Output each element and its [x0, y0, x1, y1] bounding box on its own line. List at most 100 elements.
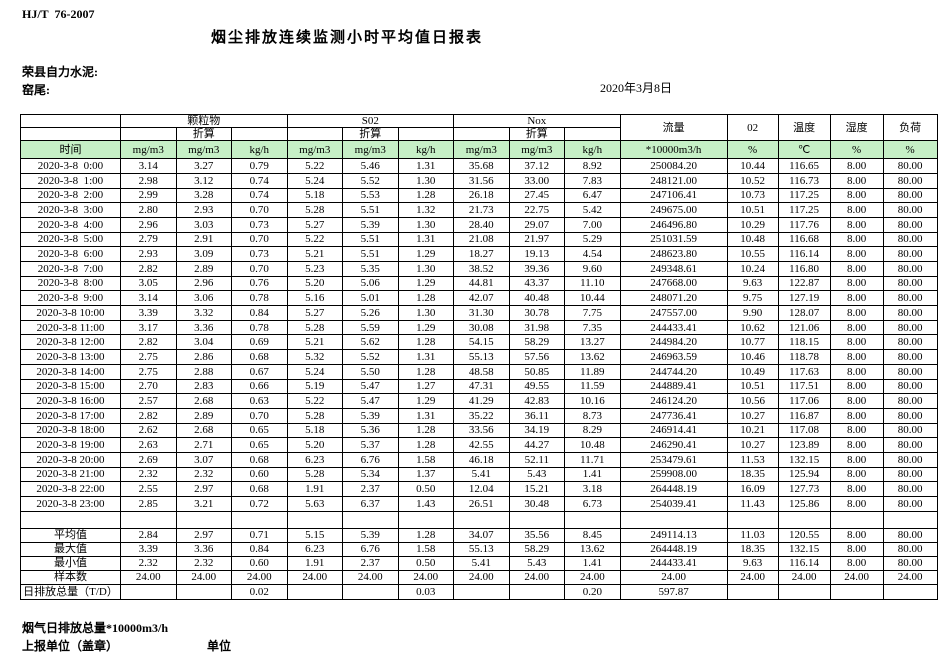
- summary-value-cell: 9.63: [726, 555, 779, 571]
- value-cell: 1.29: [397, 246, 455, 262]
- value-cell: 8.00: [829, 496, 884, 512]
- value-cell: 54.15: [453, 334, 510, 351]
- value-cell: 3.04: [175, 334, 232, 351]
- value-cell: 5.20: [286, 437, 344, 453]
- reporting-unit-label: 上报单位（盖章）: [22, 639, 119, 653]
- value-cell: 8.00: [829, 246, 884, 262]
- time-cell: 2020-3-8 6:00: [20, 246, 121, 262]
- value-cell: 253479.61: [619, 451, 728, 468]
- table-row: 2020-3-8 14:00 2.75 2.88 0.67 5.24 5.50 1.28 48…: [20, 363, 938, 380]
- table-row: 2020-3-8 8:00 3.05 2.96 0.76 5.20 5.06 1.29 44.…: [20, 275, 938, 292]
- standard-code: HJ/T 76-2007: [22, 7, 95, 21]
- spacer-cell: [564, 510, 621, 529]
- value-cell: 26.51: [453, 496, 510, 512]
- value-cell: 6.47: [564, 187, 621, 204]
- header-empty-cell: [20, 127, 121, 142]
- unit-cell: mg/m3: [175, 140, 232, 160]
- value-cell: 0.68: [231, 451, 288, 468]
- time-cell: 2020-3-8 1:00: [20, 172, 121, 189]
- value-cell: 5.37: [342, 437, 399, 453]
- summary-value-cell: 13.62: [564, 541, 621, 557]
- value-cell: 80.00: [882, 378, 938, 395]
- table-row: 2020-3-8 9:00 3.14 3.06 0.78 5.16 5.01 1.28 42.…: [20, 290, 938, 307]
- summary-value-cell: 5.15: [286, 527, 344, 543]
- value-cell: 5.16: [286, 290, 344, 307]
- value-cell: 55.13: [453, 349, 510, 365]
- value-cell: 8.92: [564, 158, 621, 174]
- value-cell: 5.42: [564, 202, 621, 218]
- header-empty-cell: [120, 127, 177, 142]
- value-cell: 116.73: [777, 172, 831, 189]
- spacer-cell: [508, 510, 566, 529]
- header-nox-converted: 折算: [508, 127, 566, 142]
- summary-value-cell: 6.76: [342, 541, 399, 557]
- spacer-cell: [120, 510, 177, 529]
- value-cell: 8.00: [829, 363, 884, 380]
- value-cell: 118.15: [777, 334, 831, 351]
- summary-value-cell: 3.39: [120, 541, 177, 557]
- summary-value-cell: 132.15: [777, 541, 831, 557]
- value-cell: 10.44: [726, 158, 779, 174]
- value-cell: 8.00: [829, 437, 884, 453]
- table-body: 2020-3-8 0:00 3.14 3.27 0.79 5.22 5.46 1.31 35.…: [20, 158, 938, 600]
- header-empty-cell: [231, 127, 288, 142]
- value-cell: 5.47: [342, 393, 399, 409]
- value-cell: 248623.80: [619, 246, 728, 262]
- value-cell: 2.89: [175, 407, 232, 424]
- value-cell: 247668.00: [619, 275, 728, 292]
- value-cell: 18.27: [453, 246, 510, 262]
- value-cell: 248121.00: [619, 172, 728, 189]
- value-cell: 122.87: [777, 275, 831, 292]
- value-cell: 31.98: [508, 319, 566, 336]
- table-row: 2020-3-8 2:00 2.99 3.28 0.74 5.18 5.53 1.28 26.…: [20, 187, 938, 204]
- summary-value-cell: 2.37: [342, 555, 399, 571]
- value-cell: 2.82: [120, 334, 177, 351]
- value-cell: 5.24: [286, 172, 344, 189]
- value-cell: 1.31: [397, 407, 455, 424]
- summary-row: 日排放总量（T/D） 0.02 0.03 0.20 597.87: [20, 583, 938, 600]
- time-cell: 2020-3-8 8:00: [20, 275, 121, 292]
- unit-cell: %: [726, 140, 779, 160]
- value-cell: 49.55: [508, 378, 566, 395]
- value-cell: 6.76: [342, 451, 399, 468]
- summary-row: 平均值 2.84 2.97 0.71 5.15 5.39 1.28 34.07 35.56 8.4…: [20, 527, 938, 543]
- value-cell: 36.11: [508, 407, 566, 424]
- value-cell: 0.69: [231, 334, 288, 351]
- summary-value-cell: [829, 583, 884, 600]
- value-cell: 1.31: [397, 231, 455, 248]
- value-cell: 247106.41: [619, 187, 728, 204]
- value-cell: 0.50: [397, 481, 455, 497]
- time-cell: 2020-3-8 17:00: [20, 407, 121, 424]
- value-cell: 5.39: [342, 407, 399, 424]
- value-cell: 5.32: [286, 349, 344, 365]
- value-cell: 10.44: [564, 290, 621, 307]
- value-cell: 8.00: [829, 393, 884, 409]
- value-cell: 9.90: [726, 305, 779, 321]
- value-cell: 7.75: [564, 305, 621, 321]
- time-cell: 2020-3-8 13:00: [20, 349, 121, 365]
- value-cell: 1.30: [397, 216, 455, 233]
- value-cell: 48.58: [453, 363, 510, 380]
- page-title: 烟尘排放连续监测小时平均值日报表: [211, 30, 484, 46]
- table-row: 2020-3-8 23:00 2.85 3.21 0.72 5.63 6.37 1.43 26…: [20, 496, 938, 512]
- value-cell: 117.25: [777, 187, 831, 204]
- summary-value-cell: 244433.41: [619, 555, 728, 571]
- spacer-cell: [342, 510, 399, 529]
- summary-value-cell: 58.29: [508, 541, 566, 557]
- value-cell: 116.65: [777, 158, 831, 174]
- value-cell: 5.27: [286, 216, 344, 233]
- value-cell: 0.78: [231, 319, 288, 336]
- value-cell: 3.32: [175, 305, 232, 321]
- summary-value-cell: 2.32: [175, 555, 232, 571]
- unit-cell: mg/m3: [508, 140, 566, 160]
- value-cell: 9.63: [726, 275, 779, 292]
- value-cell: 128.07: [777, 305, 831, 321]
- value-cell: 0.74: [231, 172, 288, 189]
- value-cell: 0.65: [231, 437, 288, 453]
- value-cell: 1.91: [286, 481, 344, 497]
- value-cell: 80.00: [882, 481, 938, 497]
- time-cell: 2020-3-8 4:00: [20, 216, 121, 233]
- time-cell: 2020-3-8 7:00: [20, 261, 121, 277]
- value-cell: 35.22: [453, 407, 510, 424]
- value-cell: 2.55: [120, 481, 177, 497]
